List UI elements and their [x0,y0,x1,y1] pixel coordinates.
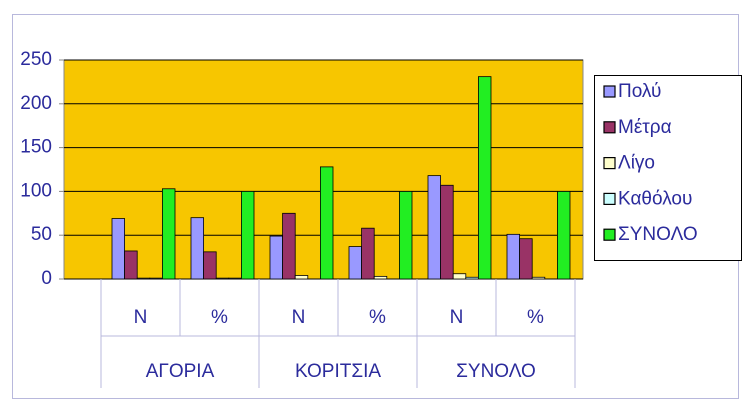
bar [531,276,546,280]
bar [269,235,284,280]
legend-swatch [603,192,616,205]
bar [477,76,492,280]
bar [215,277,230,280]
bar [506,233,521,280]
bar [136,277,151,280]
y-tick-label: 250 [20,49,52,70]
bar [190,217,205,280]
y-tick-label: 0 [41,268,52,289]
y-tick-label: 200 [20,93,52,114]
legend-label: Πολύ [618,81,661,102]
bar [557,190,571,280]
x-tick-label: N [292,307,306,328]
bar [361,227,375,280]
bar [282,212,296,280]
x-tick-label: N [134,307,148,328]
legend-swatch [603,157,616,170]
legend [594,75,742,261]
y-tick-label: 100 [20,180,52,201]
x-tick-label: % [211,307,228,328]
y-tick-label: 150 [20,137,52,158]
bar [465,276,479,280]
y-tick-label: 50 [31,224,52,245]
bar [452,273,467,280]
bar [373,275,388,280]
bar [240,190,255,280]
bar [203,251,217,280]
legend-label: ΣΥΝΟΛΟ [618,224,698,245]
bar [161,188,176,280]
legend-swatch [603,85,616,98]
legend-label: Λίγο [618,153,655,174]
bar [440,184,454,280]
legend-swatch [603,228,616,241]
bar [124,250,138,280]
bar [111,218,126,280]
bar [398,190,413,280]
legend-swatch [603,121,616,134]
legend-label: Μέτρα [618,117,672,138]
bar [228,277,242,280]
bar [149,277,163,280]
bar [319,166,334,280]
legend-label: Καθόλου [618,188,692,209]
x-tick-label: N [450,307,464,328]
group-label: ΑΓΟΡΙΑ [146,361,215,382]
bar [427,175,442,280]
x-tick-label: % [527,307,544,328]
bar [348,246,363,280]
bar [294,275,309,280]
bar [519,238,533,280]
group-label: ΣΥΝΟΛΟ [456,361,536,382]
x-tick-label: % [369,307,386,328]
group-label: ΚΟΡΙΤΣΙΑ [295,361,381,382]
